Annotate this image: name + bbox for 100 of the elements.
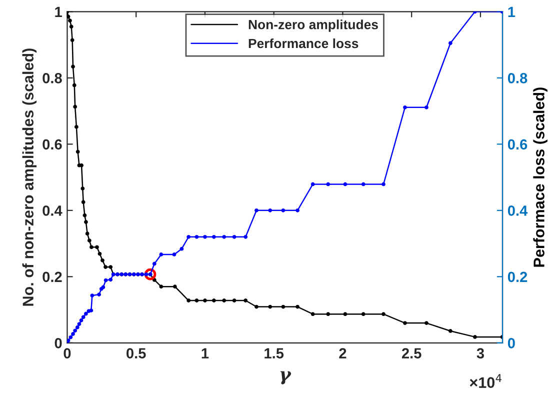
point xyxy=(69,24,74,29)
point xyxy=(343,182,348,186)
point xyxy=(87,238,92,242)
text: ×10$^{4}$ xyxy=(470,374,502,388)
x-tick-label: 1 xyxy=(202,348,209,358)
point xyxy=(186,298,191,302)
point xyxy=(84,220,88,224)
y-tick-label: 0.2 xyxy=(42,272,62,282)
point xyxy=(310,182,315,186)
point xyxy=(95,245,99,250)
point xyxy=(281,208,286,212)
point xyxy=(172,252,176,256)
point xyxy=(68,335,73,340)
point xyxy=(194,234,199,239)
x-tick-label: 0 xyxy=(64,348,71,358)
y-tick-label: 0.4 xyxy=(42,206,62,216)
x-tick-label: 1.5 xyxy=(264,348,284,358)
point xyxy=(104,265,108,269)
point xyxy=(268,208,272,212)
point xyxy=(159,252,164,256)
point xyxy=(232,298,236,302)
point xyxy=(152,278,156,282)
point xyxy=(97,292,101,296)
point xyxy=(173,284,177,289)
point xyxy=(403,105,407,110)
point xyxy=(186,234,191,239)
point xyxy=(244,298,248,302)
point xyxy=(382,182,386,186)
point xyxy=(326,182,330,186)
point xyxy=(296,208,300,212)
point xyxy=(90,245,94,250)
point xyxy=(343,312,348,316)
point xyxy=(80,186,85,190)
x-tick-label: 0.5 xyxy=(126,348,146,358)
point xyxy=(144,268,156,280)
point xyxy=(473,335,477,339)
point xyxy=(84,312,88,316)
point xyxy=(212,234,216,239)
point xyxy=(159,284,164,289)
point xyxy=(72,83,76,88)
point xyxy=(203,298,207,302)
point xyxy=(310,312,315,316)
y2-axis-title: Performace loss (scaled) xyxy=(533,88,548,267)
point xyxy=(222,234,226,239)
point xyxy=(73,328,78,333)
point xyxy=(86,309,91,314)
point xyxy=(71,64,75,69)
point xyxy=(382,312,386,316)
point xyxy=(90,294,94,298)
y2-tick-label: 0.8 xyxy=(508,73,528,84)
point xyxy=(448,41,452,46)
y2-tick-label: 0.4 xyxy=(508,206,528,216)
point xyxy=(232,234,236,239)
point xyxy=(67,14,70,19)
point xyxy=(448,329,452,333)
point xyxy=(180,246,184,251)
y-tick-label: 1 xyxy=(55,6,62,17)
point xyxy=(75,325,80,330)
point xyxy=(82,213,87,218)
x-tick-label: 3 xyxy=(476,348,484,358)
point xyxy=(74,124,78,129)
y-tick-label: 0 xyxy=(54,338,62,348)
point xyxy=(361,312,366,316)
point xyxy=(100,258,104,262)
legend-label: Non-zero amplitudes xyxy=(248,20,378,32)
point xyxy=(194,298,199,302)
point xyxy=(104,278,108,282)
point xyxy=(203,234,207,239)
point xyxy=(268,304,272,309)
point xyxy=(71,332,75,336)
x-tick-label: 2 xyxy=(339,348,346,358)
point xyxy=(254,304,258,309)
point xyxy=(326,312,330,316)
point xyxy=(296,304,300,309)
point xyxy=(108,278,113,282)
point xyxy=(81,200,86,204)
point xyxy=(89,308,94,312)
point xyxy=(70,38,74,42)
legend-label: Performance loss xyxy=(248,38,358,48)
y-tick-label: 0.6 xyxy=(42,139,62,150)
point xyxy=(212,298,216,302)
point xyxy=(79,318,84,322)
point xyxy=(68,18,72,23)
point xyxy=(424,105,428,110)
y-tick-label: 0.8 xyxy=(42,73,62,84)
point xyxy=(244,234,248,239)
y2-tick-label: 0 xyxy=(508,338,515,348)
point xyxy=(108,265,113,269)
x-tick-label: 2.5 xyxy=(402,348,422,358)
point xyxy=(361,182,366,186)
point xyxy=(403,321,407,325)
point xyxy=(281,304,286,309)
point xyxy=(80,163,84,168)
point xyxy=(73,104,78,109)
point xyxy=(152,262,156,266)
y2-tick-label: 1 xyxy=(508,6,516,17)
x-axis-title: γ xyxy=(280,371,292,384)
point xyxy=(254,208,258,212)
point xyxy=(76,150,80,154)
y-axis-title: No. of non-zero amplitudes (scaled) xyxy=(22,48,37,306)
